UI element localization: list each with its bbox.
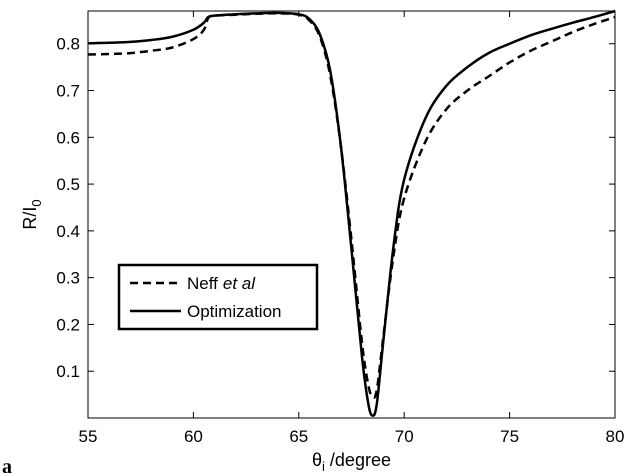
series-line-neff [88,13,615,397]
x-tick-label: 70 [395,427,414,446]
y-tick-label: 0.6 [56,128,80,147]
legend-label-neff-suffix: et al [223,274,256,293]
panel-label: a [2,456,12,476]
y-tick-label: 0.2 [56,315,80,334]
axis-ticks: 55 60 65 70 75 80 0.1 0.2 0.3 0.4 0.5 0.6 0.7 0.8 [56,11,624,446]
x-tick-label: 80 [606,427,625,446]
y-tick-label: 0.7 [56,82,80,101]
legend: Neff et al Optimization [119,265,317,329]
x-axis-label: θi /degree [312,450,391,474]
x-tick-label: 55 [79,427,98,446]
series-lines [88,11,615,416]
y-tick-label: 0.3 [56,269,80,288]
x-tick-label: 75 [500,427,519,446]
y-tick-label: 0.8 [56,35,80,54]
y-tick-label: 0.4 [56,222,80,241]
x-tick-label: 65 [289,427,308,446]
x-axis-label-text: /degree [325,450,391,470]
x-axis-label-symbol: θ [312,450,322,470]
legend-label-optimization: Optimization [187,302,281,321]
plot-frame [88,11,615,418]
x-tick-label: 60 [184,427,203,446]
y-axis-label-main: R/I [20,207,40,230]
y-tick-label: 0.1 [56,362,80,381]
y-axis-label: R/I0 [20,199,44,229]
series-line-optimization [88,11,615,416]
legend-label-neff-name: Neff [187,274,218,293]
y-tick-label: 0.5 [56,175,80,194]
y-axis-label-subscript: 0 [29,199,44,206]
